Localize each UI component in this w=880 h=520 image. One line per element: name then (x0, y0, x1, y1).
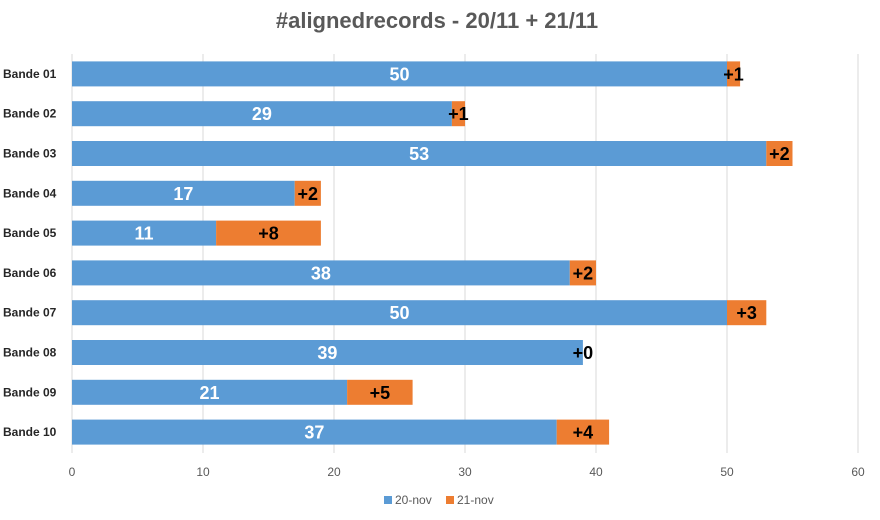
data-label-20-nov: 53 (409, 144, 429, 164)
legend-swatch (446, 496, 454, 504)
bar-21-nov (727, 300, 767, 326)
x-tick-label: 30 (458, 465, 472, 479)
data-label-20-nov: 39 (317, 343, 337, 363)
data-label-21-nov: +1 (723, 64, 744, 84)
data-label-20-nov: 50 (389, 303, 409, 323)
data-label-21-nov: +2 (769, 144, 790, 164)
bar-20-nov (72, 419, 557, 445)
category-axis: Bande 01 Bande 02 Bande 03 Bande 04 Bande 05… (3, 67, 57, 439)
legend-swatch (384, 496, 392, 504)
value-axis: 0 10 20 30 40 50 60 (69, 465, 865, 479)
bar-21-nov (766, 141, 793, 166)
chart-title: #alignedrecords - 20/11 + 21/11 (276, 8, 598, 33)
data-label-20-nov: 29 (252, 104, 272, 124)
category-label: Bande 07 (3, 306, 57, 320)
x-tick-label: 10 (196, 465, 210, 479)
category-label: Bande 01 (3, 67, 57, 81)
data-label-20-nov: 37 (304, 423, 324, 443)
legend-label: 21-nov (457, 493, 494, 507)
x-tick-label: 50 (720, 465, 734, 479)
bar-20-nov (72, 141, 767, 166)
bar-21-nov (451, 101, 465, 127)
category-label: Bande 04 (3, 186, 57, 200)
bars (72, 61, 793, 445)
legend: 20-nov 21-nov (384, 493, 494, 507)
x-tick-label: 60 (851, 465, 865, 479)
category-label: Bande 05 (3, 226, 57, 240)
x-tick-label: 40 (589, 465, 603, 479)
data-label-20-nov: 21 (200, 383, 220, 403)
data-label-21-nov: +0 (573, 343, 594, 363)
bar-21-nov (294, 180, 321, 206)
data-label-20-nov: 50 (389, 64, 409, 84)
category-label: Bande 06 (3, 266, 57, 280)
bar-20-nov (72, 260, 570, 286)
category-label: Bande 03 (3, 147, 57, 161)
data-label-21-nov: +4 (573, 423, 594, 443)
bar-20-nov (72, 220, 217, 246)
bar-21-nov (727, 61, 741, 87)
data-label-21-nov: +3 (736, 303, 757, 323)
data-label-21-nov: +2 (573, 263, 594, 283)
bar-20-nov (72, 61, 727, 87)
x-tick-label: 20 (327, 465, 341, 479)
legend-label: 20-nov (395, 493, 432, 507)
bar-20-nov (72, 180, 295, 206)
data-label-20-nov: 17 (173, 184, 193, 204)
bar-20-nov (72, 379, 348, 405)
bar-20-nov (72, 101, 452, 127)
data-label-21-nov: +5 (370, 383, 391, 403)
data-label-20-nov: 11 (135, 224, 154, 244)
data-label-21-nov: +8 (258, 224, 279, 244)
data-label-20-nov: 38 (311, 263, 331, 283)
data-label-21-nov: +2 (298, 184, 319, 204)
data-label-21-nov: +1 (448, 104, 469, 124)
bar-21-nov (556, 419, 610, 445)
category-label: Bande 09 (3, 385, 57, 399)
category-label: Bande 10 (3, 425, 57, 439)
category-label: Bande 08 (3, 346, 57, 360)
bar-21-nov (216, 220, 321, 246)
data-labels: 50 +1 29 +1 53 +2 17 +2 11 +8 38 +2 50 +3 39 +0 21 +5 37 +4 (135, 64, 790, 442)
bar-21-nov (569, 260, 596, 286)
bar-20-nov (72, 300, 727, 326)
bar-21-nov (347, 379, 413, 405)
x-tick-label: 0 (69, 465, 76, 479)
category-label: Bande 02 (3, 107, 57, 121)
bar-20-nov (72, 340, 583, 365)
